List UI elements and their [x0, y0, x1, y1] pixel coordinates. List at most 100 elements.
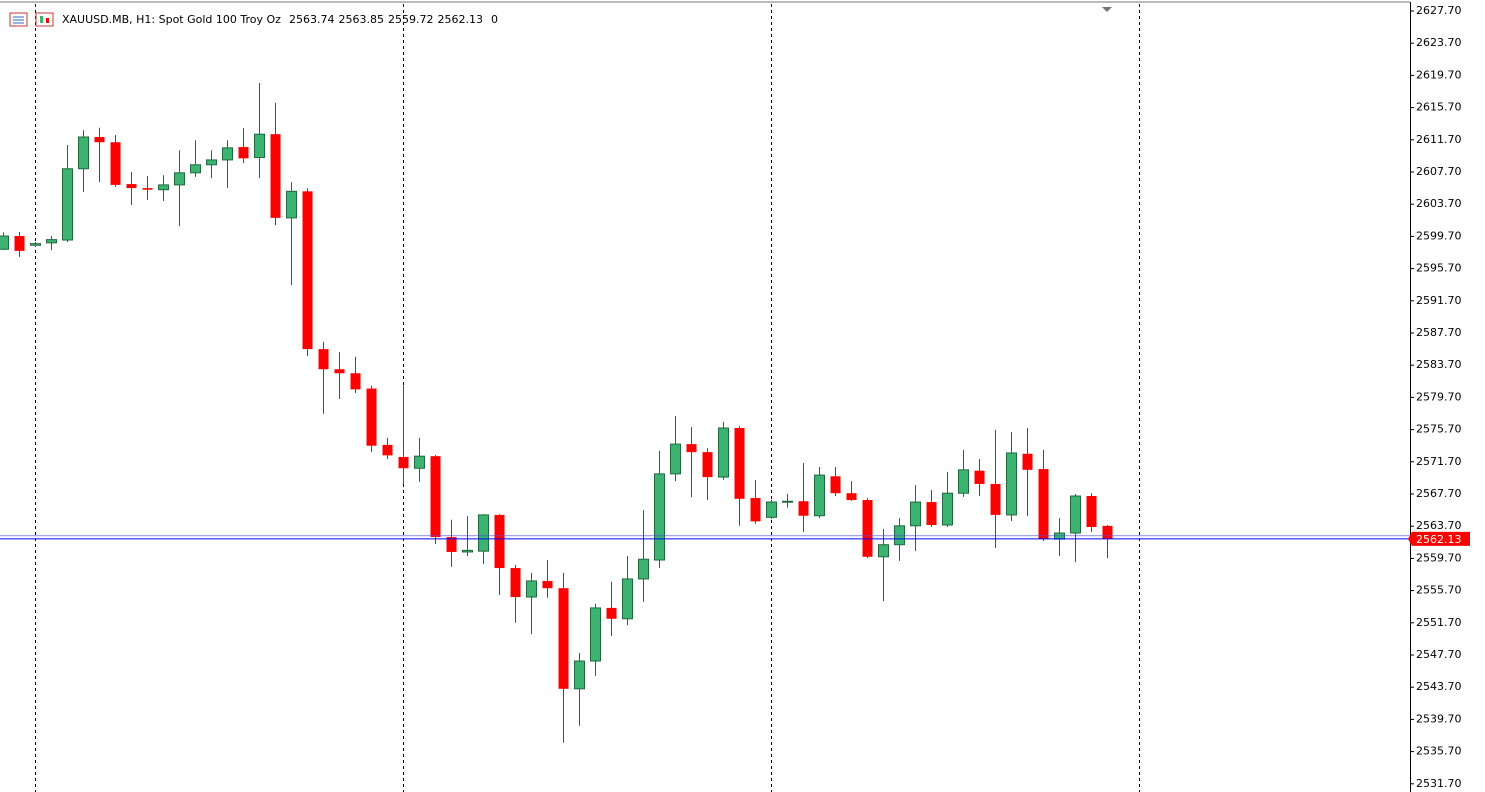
candle	[718, 421, 729, 480]
candle-body	[926, 502, 937, 525]
candle	[974, 458, 985, 497]
candle	[318, 341, 329, 414]
trailing-text: 0	[491, 13, 498, 26]
candle	[750, 479, 761, 524]
candle	[446, 519, 457, 567]
candle	[222, 140, 233, 189]
candle-body	[238, 147, 249, 159]
y-tick-label: 2543.70	[1416, 680, 1462, 693]
candle-body	[126, 184, 137, 189]
candle	[1102, 524, 1113, 559]
candle	[526, 572, 537, 635]
candle-body	[1006, 452, 1017, 516]
y-tick-label: 2547.70	[1416, 648, 1462, 661]
chart-icon[interactable]	[35, 12, 54, 27]
candle	[958, 449, 969, 497]
candle	[1006, 432, 1017, 521]
candle	[110, 134, 121, 187]
candle-body	[798, 501, 809, 516]
y-tick-label: 2571.70	[1416, 455, 1462, 468]
candle	[942, 471, 953, 528]
candle-body	[302, 191, 313, 350]
candle	[670, 415, 681, 482]
candle-body	[414, 455, 425, 469]
candle-body	[574, 660, 585, 690]
candle	[206, 150, 217, 179]
shift-marker[interactable]	[1102, 7, 1112, 12]
candle-body	[62, 168, 73, 241]
last-low: 2559.72	[388, 13, 434, 26]
candle-body	[670, 443, 681, 475]
y-tick-label: 2531.70	[1416, 777, 1462, 790]
candle-body	[750, 498, 761, 522]
candle-body	[478, 514, 489, 552]
candle	[1070, 494, 1081, 563]
candle	[30, 242, 41, 247]
candle	[510, 564, 521, 623]
candle-body	[686, 444, 697, 453]
candle-body	[94, 136, 105, 143]
candle-body	[766, 501, 777, 518]
y-tick-label: 2575.70	[1416, 423, 1462, 436]
candle-body	[526, 580, 537, 598]
candle-body	[318, 349, 329, 370]
candle-body	[558, 588, 569, 689]
candle-body	[46, 239, 57, 244]
candle-body	[398, 456, 409, 469]
candle	[286, 182, 297, 286]
candle-body	[366, 388, 377, 446]
candle	[782, 494, 793, 508]
candle-body	[510, 568, 521, 598]
candle	[574, 652, 585, 726]
candle-body	[494, 514, 505, 569]
candle-body	[446, 537, 457, 552]
candle	[766, 500, 777, 519]
candle-body	[30, 243, 41, 246]
candle-body	[1038, 469, 1049, 540]
y-tick-label: 2563.70	[1416, 519, 1462, 532]
y-tick-label: 2599.70	[1416, 229, 1462, 242]
candle-body	[1022, 453, 1033, 470]
candle-body	[590, 607, 601, 662]
candle-body	[862, 500, 873, 557]
candle	[366, 385, 377, 453]
candle-body	[782, 500, 793, 503]
y-tick-label: 2611.70	[1416, 133, 1462, 146]
candle-body	[382, 444, 393, 456]
candle	[430, 454, 441, 544]
y-tick-label: 2587.70	[1416, 326, 1462, 339]
candle-body	[78, 136, 89, 170]
candle-body	[542, 580, 553, 589]
menu-icon[interactable]	[9, 12, 28, 27]
y-tick-label: 2559.70	[1416, 551, 1462, 564]
y-tick-label: 2615.70	[1416, 101, 1462, 114]
y-tick-label: 2551.70	[1416, 616, 1462, 629]
candle	[894, 518, 905, 561]
candle-body	[990, 483, 1001, 515]
candle	[14, 231, 25, 257]
candle-body	[430, 456, 441, 538]
y-tick-label: 2579.70	[1416, 390, 1462, 403]
candle-body	[206, 159, 217, 166]
y-tick-label: 2603.70	[1416, 197, 1462, 210]
candle	[494, 514, 505, 596]
candle-body	[910, 501, 921, 527]
candle-body	[942, 492, 953, 526]
candle-body	[654, 473, 665, 561]
icon-frame	[35, 12, 54, 27]
candle	[558, 572, 569, 743]
candle	[142, 176, 153, 201]
icon-bar	[46, 18, 49, 23]
candle	[590, 603, 601, 676]
chart-title: XAUUSD.MB, H1: Spot Gold 100 Troy Oz 2563…	[62, 13, 498, 26]
candle	[334, 351, 345, 400]
candle-body	[462, 549, 473, 553]
y-tick-label: 2627.70	[1416, 4, 1462, 17]
candle-body	[270, 134, 281, 218]
candle	[606, 581, 617, 637]
candle	[638, 510, 649, 602]
candle	[542, 560, 553, 598]
y-tick-label: 2619.70	[1416, 68, 1462, 81]
candle	[734, 425, 745, 526]
